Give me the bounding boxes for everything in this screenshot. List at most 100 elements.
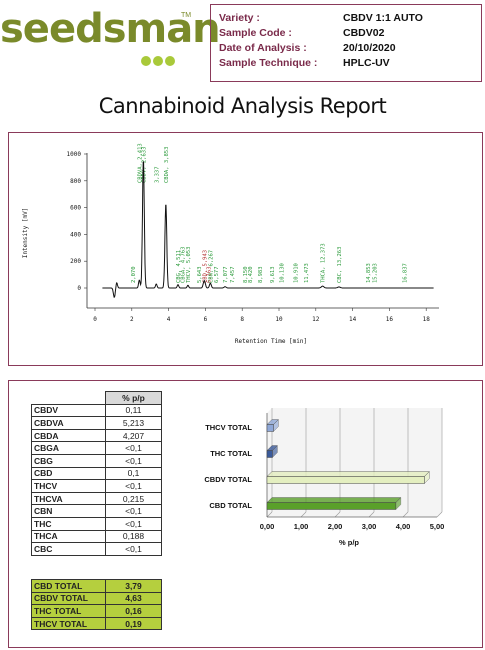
cannabinoid-name: CBDA bbox=[31, 428, 106, 443]
peak-label: 8,150 bbox=[243, 266, 249, 283]
peak-label: CBDA, 3,853 bbox=[164, 147, 170, 183]
cannabinoid-value: <0,1 bbox=[105, 441, 162, 455]
total-value: 3,79 bbox=[105, 579, 162, 593]
grid-floor-line bbox=[436, 511, 443, 518]
table-row: THCV <0,1 bbox=[31, 479, 162, 493]
chromatogram-x-axis-label: Retention Time [min] bbox=[235, 338, 307, 345]
info-label: Sample Technique : bbox=[219, 57, 318, 69]
peak-label: 11,473 bbox=[304, 263, 310, 283]
total-value: 4,63 bbox=[105, 591, 162, 606]
cannabinoid-name: THCVA bbox=[31, 491, 106, 506]
x-tick-label: 10 bbox=[275, 316, 283, 323]
x-tick-label: 3,00 bbox=[362, 522, 377, 531]
cannabinoid-name: CBGA bbox=[31, 441, 106, 455]
table-row: CBDV 0,11 bbox=[31, 403, 162, 418]
table-row: CBN <0,1 bbox=[31, 504, 162, 518]
x-tick-label: 14 bbox=[349, 316, 357, 323]
bar bbox=[266, 444, 279, 459]
info-value: HPLC-UV bbox=[343, 57, 390, 69]
info-value: CBDV 1:1 AUTO bbox=[343, 12, 423, 24]
cannabinoid-value: 0,188 bbox=[105, 529, 162, 544]
y-tick-label: 600 bbox=[70, 205, 81, 212]
cannabinoid-name: THC bbox=[31, 516, 106, 531]
logo-wordmark: seedsman bbox=[0, 6, 221, 52]
peak-label: 5,643 bbox=[197, 266, 203, 283]
chromatogram-axes: 1000 800 600 400 200 0 0 2 4 6 8 10 12 14 16 18 bbox=[67, 151, 439, 323]
x-tick-label: 0 bbox=[93, 316, 97, 323]
cannabinoid-table: % p/p CBDV 0,11 CBDVA 5,213 CBDA 4,207 CBGA <0,1… bbox=[31, 391, 162, 556]
x-tick-label: 4 bbox=[167, 316, 171, 323]
bar-chart-grid bbox=[266, 408, 443, 518]
peak-label: 10,910 bbox=[294, 263, 300, 283]
cannabinoid-name: CBC bbox=[31, 542, 106, 556]
peak-label: 16,837 bbox=[403, 263, 409, 283]
peak-label: 8,983 bbox=[258, 266, 264, 283]
info-value: 20/10/2020 bbox=[343, 42, 396, 54]
cannabinoid-value: <0,1 bbox=[105, 479, 162, 493]
report-title: Cannabinoid Analysis Report bbox=[98, 94, 387, 118]
x-tick-label: 2 bbox=[130, 316, 134, 323]
x-tick-label: 4,00 bbox=[396, 522, 411, 531]
info-row-sample-code: Sample Code : CBDV02 bbox=[219, 26, 473, 41]
cannabinoid-value: 0,11 bbox=[105, 403, 162, 418]
bar-chart-category-labels: THCV TOTAL THC TOTAL CBDV TOTAL CBD TOTAL bbox=[204, 423, 252, 510]
peak-label: 15,203 bbox=[373, 263, 379, 283]
bar-chart-bars bbox=[266, 418, 431, 511]
cannabinoid-name: THCA bbox=[31, 529, 106, 544]
peak-label: 9,613 bbox=[270, 266, 276, 283]
grid-floor-line bbox=[266, 511, 273, 518]
table-row: THCA 0,188 bbox=[31, 529, 162, 544]
cannabinoid-name: CBDVA bbox=[31, 416, 106, 430]
peak-label: 7,457 bbox=[230, 266, 236, 283]
peak-label: 6,163 bbox=[206, 266, 212, 283]
bar bbox=[266, 496, 402, 511]
cannabinoid-name: CBN bbox=[31, 504, 106, 518]
chromatogram-y-axis-label: Intensity [mV] bbox=[22, 208, 29, 259]
peak-label: THCA, 12,373 bbox=[321, 243, 327, 283]
cannabinoid-name: CBDV bbox=[31, 403, 106, 418]
logo-trademark: TM bbox=[181, 12, 192, 19]
total-row: CBD TOTAL 3,79 bbox=[31, 579, 162, 593]
x-tick-label: 1,00 bbox=[294, 522, 309, 531]
table-row: CBG <0,1 bbox=[31, 453, 162, 468]
grid-floor-line bbox=[402, 511, 409, 518]
table-header-row: % p/p bbox=[31, 391, 162, 405]
cannabinoid-value: 0,215 bbox=[105, 491, 162, 506]
plot-wall bbox=[267, 408, 442, 517]
total-row: CBDV TOTAL 4,63 bbox=[31, 591, 162, 606]
info-row-variety: Variety : CBDV 1:1 AUTO bbox=[219, 11, 473, 26]
peak-label: 6,577 bbox=[214, 266, 220, 283]
peak-label: CBGA, 4,763 bbox=[181, 247, 187, 283]
info-row-technique: Sample Technique : HPLC-UV bbox=[219, 56, 473, 71]
table-row: CBDA 4,207 bbox=[31, 428, 162, 443]
x-tick-label: 8 bbox=[240, 316, 244, 323]
bar bbox=[266, 418, 280, 433]
table-row: CBGA <0,1 bbox=[31, 441, 162, 455]
x-tick-label: 12 bbox=[312, 316, 320, 323]
cannabinoid-value: 4,207 bbox=[105, 428, 162, 443]
peak-label: THCV, 5,053 bbox=[186, 247, 192, 283]
peak-label: 8,420 bbox=[248, 266, 254, 283]
x-tick-label: 16 bbox=[386, 316, 394, 323]
bar bbox=[266, 470, 431, 485]
total-value: 0,19 bbox=[105, 616, 162, 631]
total-name: THC TOTAL bbox=[31, 604, 106, 618]
cannabinoid-name: CBG bbox=[31, 453, 106, 468]
chromatogram: 1000 800 600 400 200 0 0 2 4 6 8 10 12 14 16 18 2,070 CB… bbox=[22, 143, 439, 345]
logo-dots bbox=[141, 53, 177, 71]
info-row-date: Date of Analysis : 20/10/2020 bbox=[219, 41, 473, 56]
table-row: CBDVA 5,213 bbox=[31, 416, 162, 430]
info-label: Sample Code : bbox=[219, 27, 292, 39]
category-label: THC TOTAL bbox=[210, 449, 252, 458]
grid-floor-line bbox=[368, 511, 375, 518]
total-name: THCV TOTAL bbox=[31, 616, 106, 631]
x-tick-label: 18 bbox=[423, 316, 431, 323]
header-unit-cell: % p/p bbox=[105, 391, 162, 405]
x-tick-label: 5,00 bbox=[430, 522, 445, 531]
x-tick-label: 0,00 bbox=[260, 522, 275, 531]
sample-info-box: Variety : CBDV 1:1 AUTO Sample Code : CB… bbox=[210, 4, 482, 82]
results-panel: % p/p CBDV 0,11 CBDVA 5,213 CBDA 4,207 CBGA <0,1… bbox=[8, 380, 483, 648]
grid-floor-line bbox=[334, 511, 341, 518]
category-label: CBD TOTAL bbox=[209, 501, 252, 510]
